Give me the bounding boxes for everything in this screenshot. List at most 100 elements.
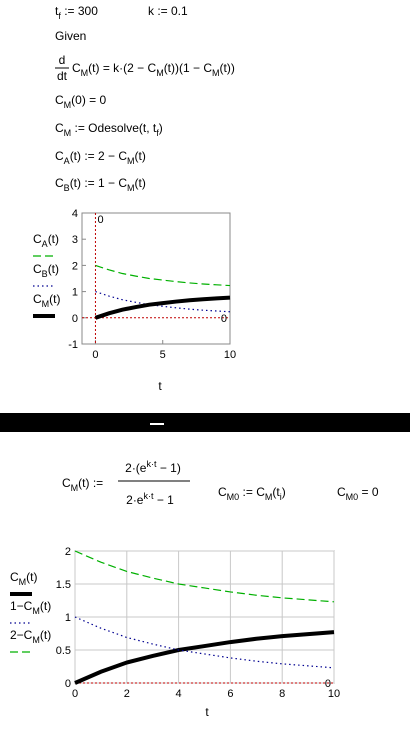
text-run: (t) — [48, 232, 59, 246]
fraction-denominator: 2·ek·t − 1 — [126, 491, 174, 507]
plot-frame — [81, 212, 231, 345]
formula: CM0 = 0 — [337, 485, 379, 502]
text-run: (t) — [40, 628, 51, 642]
text-run: = 0 — [358, 485, 379, 499]
x-tick-label: 2 — [124, 688, 130, 700]
subscript: M — [19, 577, 27, 587]
text-run: 2·e — [126, 493, 144, 507]
y-tick-label: 4 — [72, 208, 78, 220]
subscript: M — [127, 183, 135, 193]
x-tick-label: 0 — [72, 688, 78, 700]
legend-label: CM(t) — [33, 292, 61, 309]
text-run: (t) — [48, 262, 59, 276]
text-run: (t) — [49, 292, 60, 306]
text-run: C — [10, 570, 19, 584]
series-line — [74, 630, 335, 685]
x-axis-label: t — [158, 379, 162, 393]
x-tick-label: 8 — [279, 688, 285, 700]
x-tick-label: 0 — [92, 349, 98, 361]
fraction-numerator: d — [59, 53, 66, 67]
text-run: (t) = k·(2 − C — [88, 61, 156, 75]
text-run: C — [55, 149, 64, 163]
series-line — [95, 264, 231, 287]
formula: CM := Odesolve(t, tf) — [55, 121, 163, 138]
text-run: C — [72, 61, 81, 75]
text-run: C — [218, 485, 227, 499]
x-tick-label: 6 — [227, 688, 233, 700]
formula: CM(t) = k·(2 − CM(t))(1 − CM(t)) — [72, 61, 235, 78]
subscript: M — [32, 606, 40, 616]
subscript: f — [156, 128, 159, 138]
formula: CA(t) := 2 − CM(t) — [55, 149, 146, 166]
fraction-denominator: dt — [57, 69, 68, 83]
subscript: M — [212, 68, 220, 78]
fraction-numerator: 2·(ek·t − 1) — [125, 459, 181, 475]
series-line — [94, 295, 231, 320]
x-axis-label: t — [205, 705, 209, 719]
keyword: Given — [55, 29, 86, 43]
text-run: (t)) — [220, 61, 235, 75]
series-line — [74, 616, 335, 669]
text-run: (t — [272, 485, 280, 499]
text-run: := 300 — [61, 4, 98, 18]
x-tick-label: 10 — [224, 349, 236, 361]
subscript: M — [42, 299, 50, 309]
y-tick-label: 3 — [72, 234, 78, 246]
text-run: C — [337, 485, 346, 499]
formula: tf := 300 — [55, 4, 98, 21]
y-tick-label: 2 — [65, 546, 71, 558]
subscript: f — [58, 11, 61, 21]
marker-label: 0 — [325, 678, 331, 690]
text-run: (t) — [135, 149, 146, 163]
y-tick-label: 1 — [72, 287, 78, 299]
text-run: C — [33, 232, 42, 246]
text-run: := Odesolve(t, t — [71, 121, 157, 135]
formula: k := 0.1 — [148, 4, 188, 18]
legend-label: CM(t) — [10, 570, 38, 587]
text-run: − 1 — [153, 493, 174, 507]
y-tick-label: 1.5 — [56, 579, 71, 591]
text-run: (t) := — [78, 476, 103, 490]
separator-bar — [0, 413, 410, 432]
series-line — [95, 291, 231, 313]
subscript: M — [71, 483, 79, 493]
formula: CM0 := CM(ti) — [218, 485, 286, 502]
separator-mark — [150, 423, 164, 425]
subscript: M — [265, 492, 273, 502]
subscript: B — [42, 269, 48, 279]
subscript: M — [81, 68, 89, 78]
subscript: M — [32, 635, 40, 645]
x-tick-label: 10 — [328, 688, 340, 700]
y-tick-label: -1 — [68, 339, 78, 351]
superscript: k·t — [143, 491, 153, 501]
text-run: C — [33, 262, 42, 276]
series-line — [74, 550, 335, 603]
text-run: (t) := 1 − C — [70, 176, 128, 190]
superscript: k·t — [146, 459, 156, 469]
subscript: M — [64, 128, 72, 138]
text-run: (0) = 0 — [71, 93, 106, 107]
legend-label: CA(t) — [33, 232, 59, 249]
subscript: M0 — [346, 492, 359, 502]
y-tick-label: 0.5 — [56, 645, 71, 657]
text-run: C — [55, 176, 64, 190]
x-tick-label: 4 — [176, 688, 182, 700]
text-run: := C — [239, 485, 265, 499]
x-tick-label: 5 — [160, 349, 166, 361]
marker-label: 0 — [97, 214, 103, 226]
text-run: (t))(1 − C — [164, 61, 213, 75]
legend-label: 2−CM(t) — [10, 628, 51, 645]
subscript: B — [64, 183, 70, 193]
text-run: ) — [282, 485, 286, 499]
text-run: 2−C — [10, 628, 33, 642]
formula: CM(0) = 0 — [55, 93, 107, 110]
text-run: C — [62, 476, 71, 490]
legend-label: CB(t) — [33, 262, 59, 279]
y-tick-label: 1 — [65, 612, 71, 624]
text-run: (t) — [135, 176, 146, 190]
text-run: C — [55, 121, 64, 135]
subscript: i — [280, 492, 282, 502]
text-run: (t) := 2 − C — [70, 149, 128, 163]
